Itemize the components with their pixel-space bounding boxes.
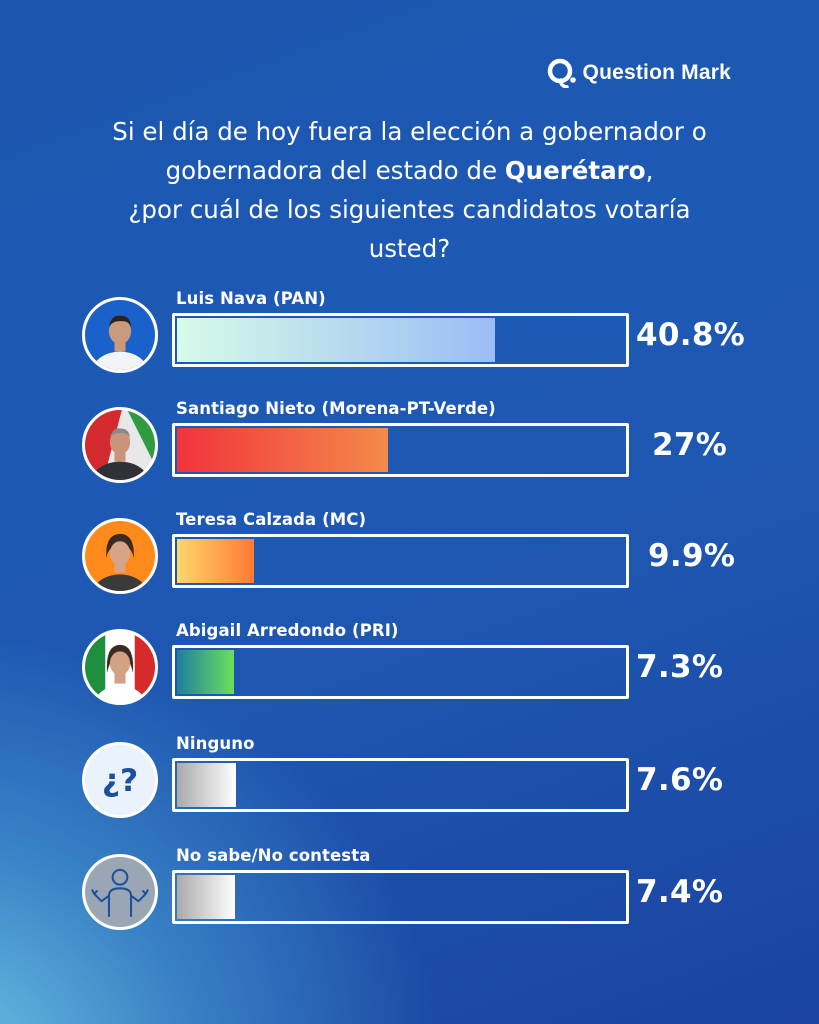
candidate-photo [82,297,158,373]
bar-track [172,534,629,588]
bar-row: No sabe/No contesta 7.4% [0,846,819,956]
shrug-icon [82,854,158,930]
page-title: Si el día de hoy fuera la elección a gob… [0,112,819,268]
category-label: Abigail Arredondo (PRI) [176,621,399,640]
bar-row: ¿? Ninguno 7.6% [0,734,819,844]
category-label: Teresa Calzada (MC) [176,510,367,529]
data-label: 40.8% [636,317,746,353]
bar-row: Luis Nava (PAN) 40.8% [0,289,819,399]
bar-track [172,313,629,367]
bar [177,428,388,472]
data-label: 7.4% [636,874,724,910]
question-mark-logo-icon [547,58,576,88]
bar-row: Abigail Arredondo (PRI) 7.3% [0,621,819,731]
bar-row: Santiago Nieto (Morena-PT-Verde) 27% [0,399,819,509]
data-label: 7.3% [636,649,724,685]
bar-row: Teresa Calzada (MC) 9.9% [0,510,819,620]
data-label: 27% [652,427,728,463]
bar-track [172,423,629,477]
data-label: 7.6% [636,762,724,798]
category-label: No sabe/No contesta [176,846,371,865]
bar [177,539,255,583]
bar [177,763,237,807]
bar [177,318,496,362]
bar [177,650,234,694]
question-line-4: usted? [368,234,451,263]
data-label: 9.9% [648,538,736,574]
bar-track [172,645,629,699]
bar [177,875,235,919]
bar-track [172,870,629,924]
category-label: Ninguno [176,734,255,753]
question-state: Querétaro [504,156,646,185]
question-line-3: ¿por cuál de los siguientes candidatos v… [128,195,691,224]
bar-track [172,758,629,812]
question-line-2: gobernadora del estado de Querétaro, [165,156,654,185]
question-icon: ¿? [82,742,158,818]
brand-logo: Question Mark [547,58,731,88]
brand-name: Question Mark [582,61,731,84]
svg-text:¿?: ¿? [102,763,138,799]
question-line-1: Si el día de hoy fuera la elección a gob… [112,117,707,146]
category-label: Santiago Nieto (Morena-PT-Verde) [176,399,496,418]
candidate-photo [82,518,158,594]
category-label: Luis Nava (PAN) [176,289,326,308]
candidate-photo [82,407,158,483]
candidate-photo [82,629,158,705]
